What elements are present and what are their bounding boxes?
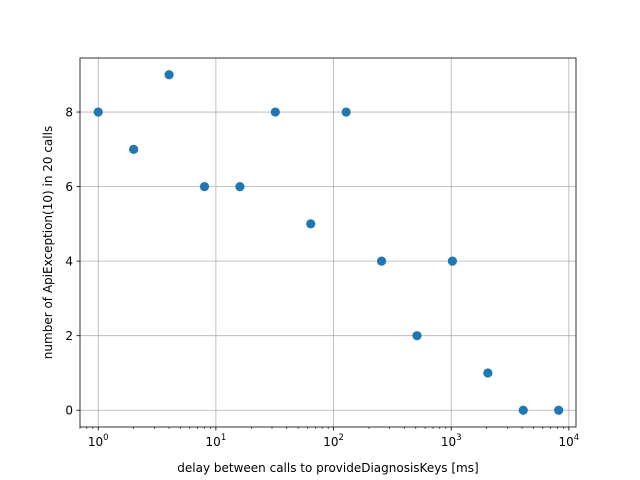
data-point [235, 181, 245, 192]
data-point [376, 256, 387, 266]
y-tick-label: 8 [65, 105, 73, 119]
x-tick-label: 100 [88, 433, 109, 449]
data-point [518, 405, 528, 415]
data-point [199, 181, 210, 192]
y-tick-label: 0 [65, 404, 73, 418]
data-point [129, 144, 139, 154]
grid [80, 58, 576, 427]
y-tick-label: 2 [65, 329, 73, 343]
data-point [483, 368, 493, 378]
axis-ticks: 100 101 102 103 104 0 2 4 6 8 [65, 105, 579, 449]
y-tick-label: 6 [65, 180, 73, 194]
data-points [93, 70, 564, 415]
x-axis-label: delay between calls to provideDiagnosisK… [177, 461, 478, 475]
y-tick-label: 4 [65, 254, 73, 268]
x-tick-label: 101 [206, 433, 227, 449]
data-point [447, 256, 458, 266]
x-tick-label: 104 [559, 433, 580, 449]
data-point [270, 107, 280, 117]
x-tick-label: 102 [323, 433, 344, 449]
x-tick-label: 103 [441, 433, 462, 449]
data-point [93, 107, 103, 117]
plot-frame [79, 57, 577, 428]
data-point [164, 70, 174, 80]
data-point [341, 107, 351, 117]
data-point [412, 331, 422, 341]
y-axis-label: number of ApiException(10) in 20 calls [41, 126, 55, 359]
data-point [554, 405, 564, 415]
data-point [306, 219, 316, 229]
